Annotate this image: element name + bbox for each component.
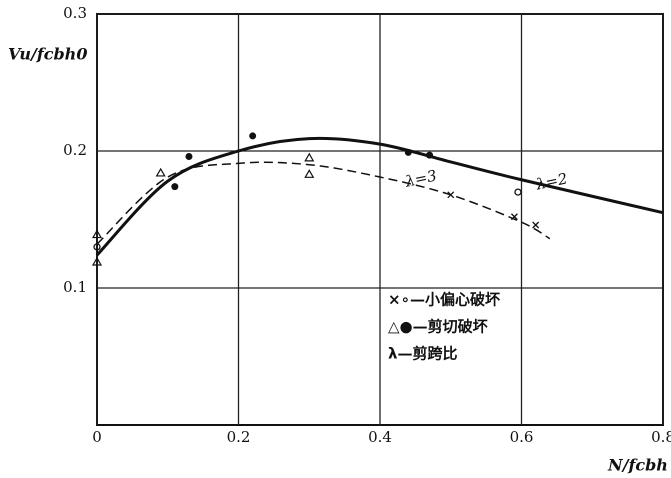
open-circle-point [514,188,522,196]
cross-point [532,221,540,229]
filled-circle-point [171,183,179,191]
legend-entry: △●—剪切破坏 [388,318,488,336]
curve-label: λ=3 [403,166,439,190]
filled-circle-point [185,152,193,160]
filled-circle-point [404,148,412,156]
triangle-point [304,169,315,178]
legend-entry: λ—剪跨比 [388,345,458,363]
y-tick-label: 0.3 [63,4,87,22]
x-tick-label: 0.6 [510,428,534,446]
filled-circle-point [249,132,257,140]
legend-entry: ×∘—小偏心破坏 [388,291,500,309]
curve [95,136,664,257]
curve [96,161,551,245]
y-axis-label: Vu/fcbh0 [8,45,87,64]
triangle-point [91,229,103,239]
x-axis-label: N/fcbh [607,456,668,475]
y-tick-label: 0.1 [63,278,87,296]
cross-point [510,213,518,221]
cross-point [447,191,455,199]
x-tick-label: 0 [92,428,102,446]
open-circle-point [93,243,101,251]
triangle-point [304,152,315,162]
y-tick-label: 0.2 [63,141,87,159]
x-tick-label: 0.4 [368,428,392,446]
triangle-point [91,256,103,266]
x-tick-label: 0.2 [227,428,251,446]
x-tick-label: 0.8 [651,428,671,446]
filled-circle-point [426,151,434,159]
triangle-point [155,167,166,177]
